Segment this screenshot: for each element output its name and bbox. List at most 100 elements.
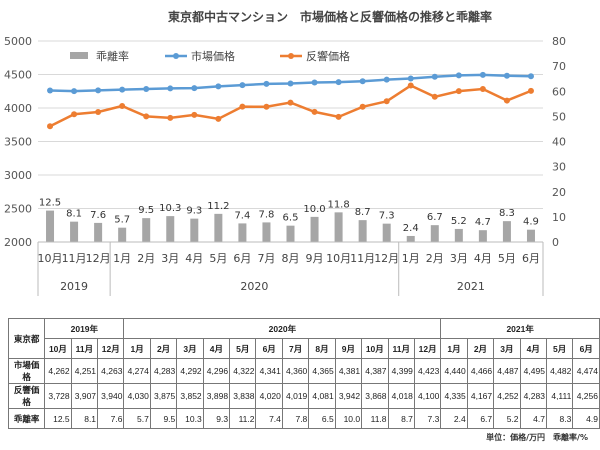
bar-data-label: 10.0 <box>303 204 325 215</box>
bar <box>502 221 511 242</box>
bar <box>382 223 391 242</box>
bar <box>430 225 439 242</box>
data-table: 東京都 2019年 2020年 2021年 10月 11月 12月 1月 2月 3月 4月 5月 6月 7… <box>7 318 600 429</box>
x-tick-label: 5月 <box>209 252 227 265</box>
point <box>359 78 366 85</box>
x-tick-label: 9月 <box>306 252 324 265</box>
table-cell: 4,252 <box>493 383 521 409</box>
point <box>191 111 198 118</box>
table-cell: 4.7 <box>519 408 547 429</box>
table-cell: 4,341 <box>255 358 283 384</box>
table-year: 2020年 <box>123 318 442 339</box>
table-year: 2021年 <box>440 318 600 339</box>
table-month: 11月 <box>387 338 415 359</box>
left-tick-label: 3000 <box>4 169 32 182</box>
x-tick-label: 5月 <box>498 252 516 265</box>
left-tick-label: 4500 <box>4 69 32 82</box>
bar <box>310 216 319 242</box>
table-cell: 11.8 <box>361 408 389 429</box>
table-cell: 4,381 <box>334 358 363 384</box>
table-cell: 3,728 <box>44 383 72 409</box>
legend-marker <box>288 53 294 59</box>
table-cell: 8.3 <box>545 408 574 429</box>
x-tick-label: 11月 <box>62 252 87 265</box>
table-cell: 10.0 <box>334 408 363 429</box>
legend-swatch <box>70 52 88 59</box>
table-cell: 10.3 <box>176 408 204 429</box>
table-cell: 7.8 <box>281 408 310 429</box>
x-tick-label: 10月 <box>326 252 351 265</box>
bar-data-label: 7.4 <box>234 210 250 221</box>
bar-data-label: 10.3 <box>159 203 181 214</box>
table-month: 6月 <box>572 338 600 359</box>
table-cell: 4,081 <box>308 383 336 409</box>
point <box>95 109 102 116</box>
table-cell: 4,030 <box>123 383 151 409</box>
table-month: 10月 <box>361 338 389 359</box>
legend-label: 市場価格 <box>191 49 235 63</box>
table-cell: 4,111 <box>545 383 574 409</box>
right-tick-label: 0 <box>552 236 559 249</box>
legend-marker <box>173 53 179 59</box>
table-cell: 3,868 <box>361 383 389 409</box>
point <box>47 123 54 130</box>
point <box>287 80 294 87</box>
legend-label: 反響価格 <box>306 49 350 63</box>
bar <box>166 216 175 242</box>
table-cell: 4,474 <box>572 358 600 384</box>
bar <box>286 225 295 242</box>
point <box>335 79 342 86</box>
table-cell: 3,942 <box>334 383 363 409</box>
point <box>311 79 318 86</box>
table-year: 2019年 <box>44 318 125 339</box>
bar-data-label: 9.5 <box>138 205 154 216</box>
table-row: 乖離率 12.5 8.1 7.6 5.7 9.5 10.3 9.3 11.2 7.4 7.8 6.5 1… <box>7 408 600 429</box>
table-cell: 4,292 <box>176 358 204 384</box>
bar-data-label: 8.7 <box>355 207 371 218</box>
table-month: 3月 <box>176 338 204 359</box>
right-tick-label: 40 <box>552 136 566 149</box>
table-cell: 4,423 <box>413 358 442 384</box>
bar-data-label: 11.8 <box>327 199 349 210</box>
table-cell: 9.3 <box>202 408 231 429</box>
x-tick-label: 6月 <box>522 252 540 265</box>
table-cell: 6.7 <box>466 408 495 429</box>
point <box>95 87 102 94</box>
table-cell: 4,167 <box>466 383 495 409</box>
table-corner: 東京都 <box>7 318 46 359</box>
right-tick-label: 50 <box>552 110 566 123</box>
table-month: 5月 <box>545 338 574 359</box>
x-tick-label: 4月 <box>474 252 492 265</box>
x-tick-label: 11月 <box>350 252 375 265</box>
left-tick-label: 4000 <box>4 102 32 115</box>
table-cell: 5.2 <box>493 408 521 429</box>
table-cell: 4,100 <box>413 383 442 409</box>
table-cell: 4,487 <box>493 358 521 384</box>
table-cell: 12.5 <box>44 408 72 429</box>
table-cell: 4,018 <box>387 383 415 409</box>
point <box>407 82 414 89</box>
table-month: 8月 <box>308 338 336 359</box>
point <box>479 86 486 93</box>
point <box>527 87 534 94</box>
point <box>383 76 390 83</box>
table-cell: 4,440 <box>440 358 468 384</box>
point <box>47 87 54 94</box>
point <box>71 111 78 118</box>
left-tick-label: 2500 <box>4 203 32 216</box>
table-cell: 4,296 <box>202 358 231 384</box>
bar-data-label: 9.3 <box>186 206 202 217</box>
right-tick-label: 60 <box>552 85 566 98</box>
x-tick-label: 12月 <box>86 252 111 265</box>
x-tick-label: 8月 <box>282 252 300 265</box>
table-cell: 8.7 <box>387 408 415 429</box>
table-cell: 9.5 <box>149 408 178 429</box>
point <box>503 97 510 104</box>
table-month: 11月 <box>70 338 99 359</box>
bar-data-label: 8.1 <box>66 209 82 220</box>
point <box>191 85 198 92</box>
bar <box>190 218 199 242</box>
point <box>503 72 510 79</box>
bar <box>358 220 367 242</box>
